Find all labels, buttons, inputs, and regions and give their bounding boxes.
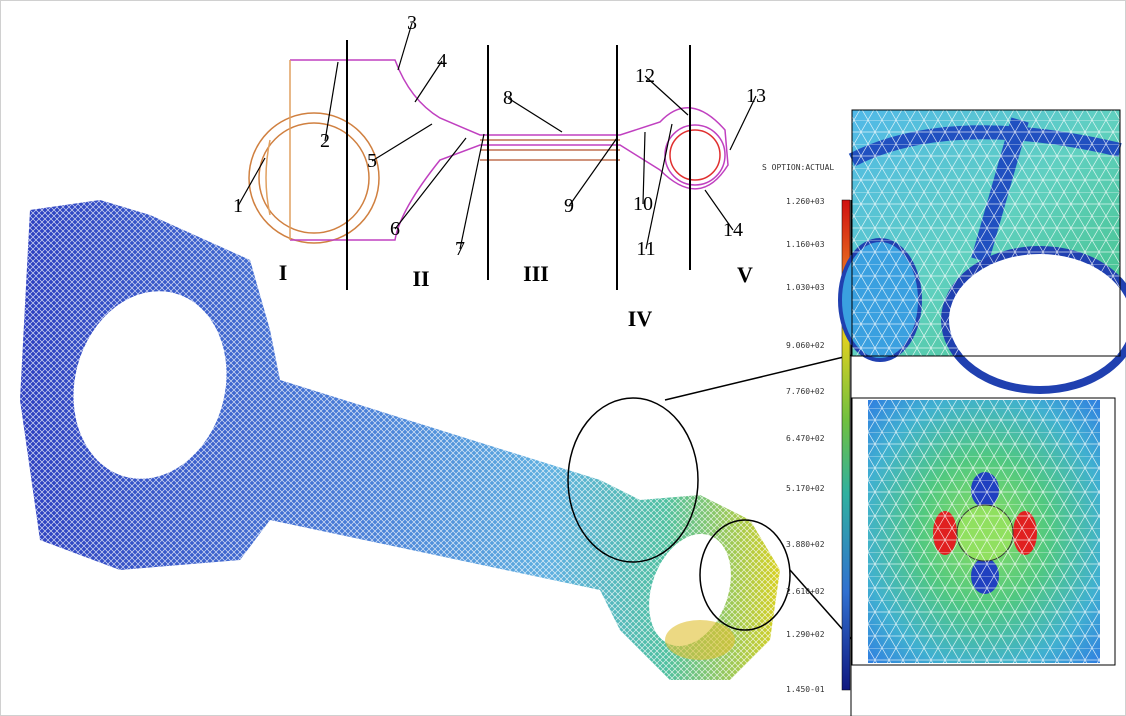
legend-label: 2.610+02 [786, 587, 825, 596]
point-label: 8 [503, 87, 513, 109]
point-label: 11 [636, 238, 655, 260]
section-label: III [523, 261, 549, 286]
legend-label: 7.760+02 [786, 387, 825, 396]
point-label: 10 [633, 193, 653, 215]
legend-label: 1.160+03 [786, 240, 825, 249]
legend-label: 1.030+03 [786, 283, 825, 292]
section-label: V [737, 262, 753, 287]
point-label: 3 [407, 12, 417, 34]
legend-title: S OPTION:ACTUAL [762, 163, 834, 172]
section-label: I [279, 260, 288, 285]
legend-label: 3.880+02 [786, 540, 825, 549]
legend-label: 1.260+03 [786, 197, 825, 206]
inset-bottom [852, 398, 1115, 665]
point-label: 1 [233, 195, 243, 217]
legend-label: 9.060+02 [786, 341, 825, 350]
legend-label: 1.290+02 [786, 630, 825, 639]
section-label: II [412, 266, 429, 291]
point-label: 9 [564, 195, 574, 217]
point-label: 4 [437, 50, 447, 72]
point-label: 6 [390, 218, 400, 240]
legend-label: 5.170+02 [786, 484, 825, 493]
point-label: 14 [723, 219, 743, 241]
figure: 1234567891011121314IIIIIIIVV1.260+031.16… [0, 0, 1126, 716]
point-label: 12 [635, 65, 655, 87]
inset-top [840, 110, 1126, 390]
point-label: 13 [746, 85, 766, 107]
point-label: 2 [320, 130, 330, 152]
legend-label: 1.450-01 [786, 685, 825, 694]
point-label: 5 [367, 150, 377, 172]
legend-label: 6.470+02 [786, 434, 825, 443]
section-label: IV [628, 306, 653, 331]
point-label: 7 [455, 238, 465, 260]
